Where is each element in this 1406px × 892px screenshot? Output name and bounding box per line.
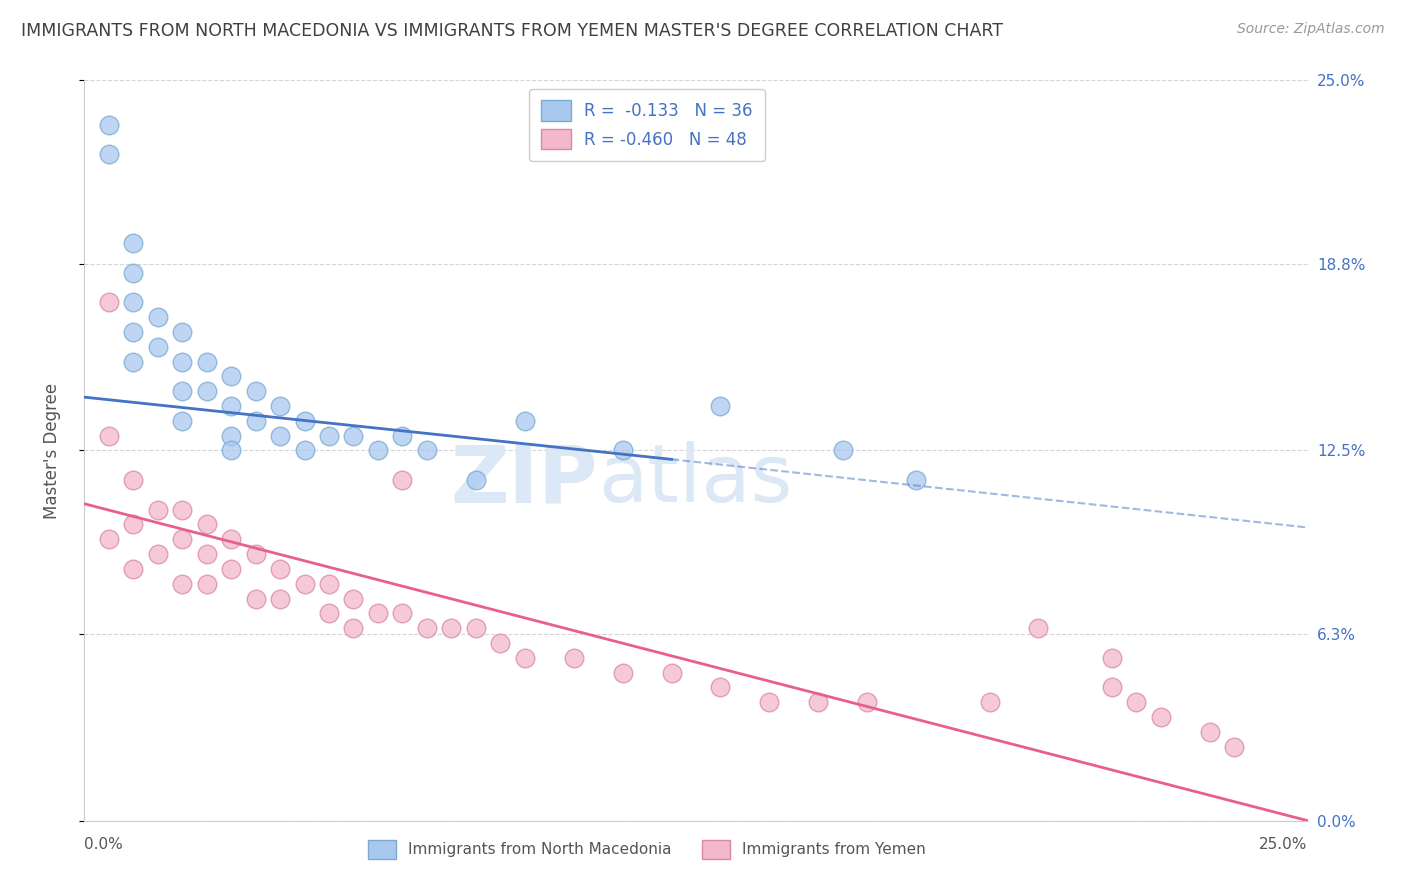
Point bbox=[709, 681, 731, 695]
Point bbox=[807, 695, 830, 709]
Point bbox=[172, 354, 194, 368]
Point bbox=[294, 414, 316, 428]
Point bbox=[122, 236, 145, 251]
Point bbox=[342, 591, 364, 606]
Point bbox=[661, 665, 683, 680]
Point bbox=[391, 607, 413, 621]
Point bbox=[489, 636, 512, 650]
Point bbox=[146, 502, 169, 516]
Point bbox=[195, 384, 218, 399]
Point bbox=[612, 443, 634, 458]
Point bbox=[1101, 681, 1123, 695]
Point bbox=[294, 443, 316, 458]
Point bbox=[245, 384, 267, 399]
Point bbox=[464, 473, 486, 487]
Point bbox=[195, 517, 218, 532]
Point bbox=[1198, 724, 1220, 739]
Point bbox=[122, 266, 145, 280]
Point bbox=[97, 147, 120, 161]
Point bbox=[269, 428, 291, 442]
Point bbox=[318, 428, 340, 442]
Point bbox=[219, 428, 242, 442]
Point bbox=[97, 118, 120, 132]
Point bbox=[294, 576, 316, 591]
Point bbox=[219, 369, 242, 384]
Point bbox=[440, 621, 463, 635]
Point bbox=[172, 414, 194, 428]
Point bbox=[269, 591, 291, 606]
Point bbox=[97, 533, 120, 547]
Point bbox=[146, 310, 169, 325]
Point bbox=[245, 547, 267, 561]
Point bbox=[905, 473, 928, 487]
Point bbox=[97, 295, 120, 310]
Point bbox=[172, 325, 194, 339]
Point bbox=[1125, 695, 1147, 709]
Point bbox=[219, 562, 242, 576]
Point bbox=[195, 547, 218, 561]
Y-axis label: Master's Degree: Master's Degree bbox=[42, 383, 60, 518]
Text: IMMIGRANTS FROM NORTH MACEDONIA VS IMMIGRANTS FROM YEMEN MASTER'S DEGREE CORRELA: IMMIGRANTS FROM NORTH MACEDONIA VS IMMIG… bbox=[21, 22, 1002, 40]
Point bbox=[831, 443, 853, 458]
Point bbox=[464, 621, 486, 635]
Point bbox=[195, 354, 218, 368]
Point bbox=[219, 399, 242, 413]
Point bbox=[367, 607, 389, 621]
Point bbox=[758, 695, 780, 709]
Point bbox=[1101, 650, 1123, 665]
Point bbox=[122, 325, 145, 339]
Point bbox=[391, 428, 413, 442]
Point bbox=[122, 473, 145, 487]
Text: atlas: atlas bbox=[598, 441, 793, 519]
Text: ZIP: ZIP bbox=[451, 441, 598, 519]
Point bbox=[318, 576, 340, 591]
Point bbox=[269, 562, 291, 576]
Point bbox=[367, 443, 389, 458]
Point bbox=[416, 443, 439, 458]
Point bbox=[219, 443, 242, 458]
Point bbox=[122, 354, 145, 368]
Point bbox=[172, 502, 194, 516]
Point bbox=[146, 340, 169, 354]
Point bbox=[391, 473, 413, 487]
Point bbox=[513, 414, 536, 428]
Point bbox=[269, 399, 291, 413]
Point bbox=[245, 414, 267, 428]
Text: 0.0%: 0.0% bbox=[84, 837, 124, 852]
Point bbox=[122, 562, 145, 576]
Point bbox=[122, 517, 145, 532]
Point bbox=[219, 533, 242, 547]
Point bbox=[1223, 739, 1246, 754]
Point bbox=[513, 650, 536, 665]
Point bbox=[342, 621, 364, 635]
Point bbox=[172, 384, 194, 399]
Text: Source: ZipAtlas.com: Source: ZipAtlas.com bbox=[1237, 22, 1385, 37]
Point bbox=[1028, 621, 1050, 635]
Point bbox=[562, 650, 585, 665]
Point bbox=[146, 547, 169, 561]
Point bbox=[342, 428, 364, 442]
Point bbox=[318, 607, 340, 621]
Point bbox=[416, 621, 439, 635]
Point bbox=[172, 576, 194, 591]
Point bbox=[172, 533, 194, 547]
Point bbox=[1150, 710, 1173, 724]
Text: 25.0%: 25.0% bbox=[1260, 837, 1308, 852]
Point bbox=[97, 428, 120, 442]
Legend: Immigrants from North Macedonia, Immigrants from Yemen: Immigrants from North Macedonia, Immigra… bbox=[363, 834, 932, 865]
Point bbox=[709, 399, 731, 413]
Point bbox=[122, 295, 145, 310]
Point bbox=[195, 576, 218, 591]
Point bbox=[245, 591, 267, 606]
Point bbox=[612, 665, 634, 680]
Point bbox=[856, 695, 879, 709]
Point bbox=[979, 695, 1001, 709]
